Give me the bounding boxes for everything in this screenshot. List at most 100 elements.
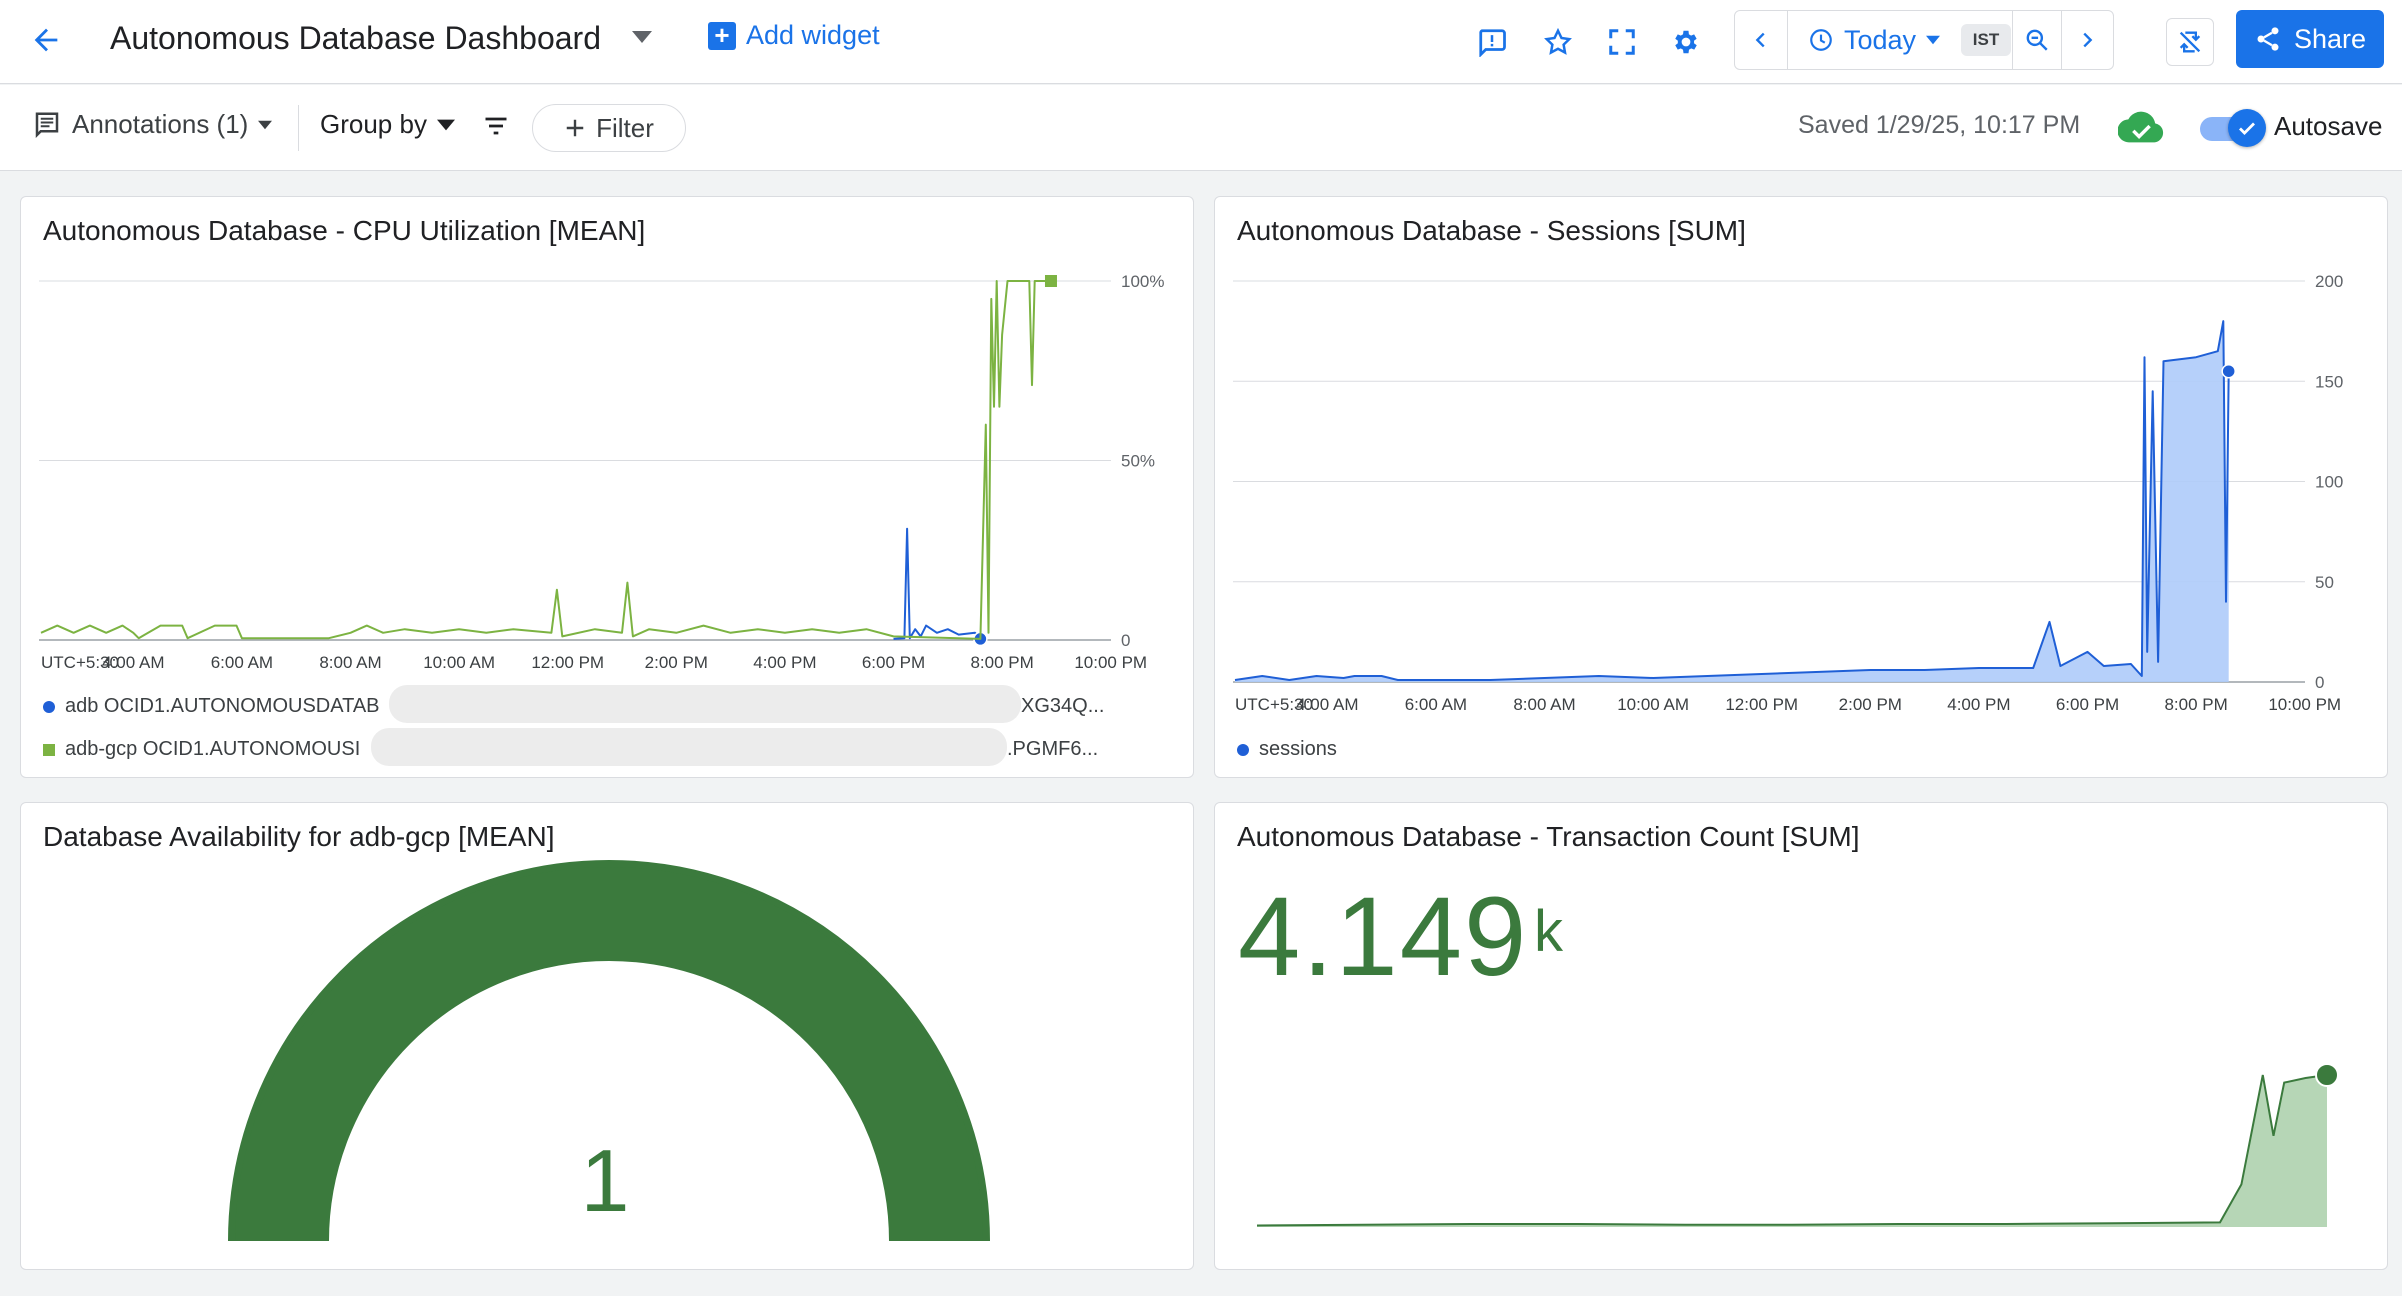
- sessions-area-chart[interactable]: 200 150 100 50 0 UTC+5:304:00 AM 6:00 AM 8:00 A…: [1215, 197, 2388, 778]
- time-range-group: Today IST: [1734, 10, 2114, 70]
- add-widget-label: Add widget: [746, 20, 880, 50]
- legend-label: adb OCID1.AUTONOMOUSDATAB: [65, 695, 380, 717]
- y-tick-label: 150: [2315, 372, 2343, 391]
- legend-marker: [43, 700, 55, 713]
- widget-title: Autonomous Database - Sessions [SUM]: [1237, 215, 1746, 246]
- legend-item-adb-gcp-suffix: .PGMF6...: [1007, 738, 1098, 761]
- star-button[interactable]: [1536, 20, 1580, 64]
- arrow-left-icon: [34, 28, 58, 52]
- time-prev-button[interactable]: [1735, 11, 1787, 69]
- share-label: Share: [2293, 23, 2367, 54]
- x-tick-label: 6:00 PM: [862, 653, 925, 672]
- add-widget-button[interactable]: + Add widget: [708, 20, 880, 51]
- scorecard-unit: k: [1534, 899, 1563, 964]
- series-end-marker: [2221, 363, 2236, 379]
- group-by-button[interactable]: Group by: [320, 109, 455, 140]
- legend-label-suffix: XG34Q...: [1021, 695, 1105, 717]
- scorecard-value: 4.149: [1238, 874, 1529, 999]
- top-app-bar: Autonomous Database Dashboard + Add widg…: [0, 0, 2402, 84]
- series-line: [893, 527, 982, 640]
- series-line: [1256, 1074, 2328, 1227]
- time-range-label: Today: [1843, 24, 1917, 55]
- filter-lines-button[interactable]: [482, 112, 510, 140]
- plus-icon: [566, 119, 584, 137]
- autosave-toggle[interactable]: [2200, 109, 2266, 147]
- cpu-line-chart[interactable]: 100% 50% 0 UTC+5:304:00 AM 6:00 AM 8:00 AM 10:…: [21, 197, 1194, 778]
- cpu-utilization-widget[interactable]: Autonomous Database - CPU Utilization [M…: [20, 196, 1194, 778]
- y-tick-label: 200: [2315, 272, 2343, 291]
- sync-toggle-button[interactable]: [2166, 18, 2214, 66]
- x-tick-label: 8:00 AM: [319, 653, 381, 672]
- availability-widget[interactable]: Database Availability for adb-gcp [MEAN]: [20, 802, 1194, 1270]
- gauge-value: 1: [580, 1131, 630, 1230]
- legend-item-adb-suffix: XG34Q...: [1021, 695, 1104, 718]
- series-area: [1257, 1075, 2327, 1227]
- gear-icon: [1675, 30, 1697, 54]
- saved-status: Saved 1/29/25, 10:17 PM: [1798, 111, 2081, 139]
- x-tick-label: 2:00 PM: [1839, 695, 1902, 714]
- legend-label: sessions: [1259, 738, 1337, 760]
- legend-item-adb[interactable]: adb OCID1.AUTONOMOUSDATAB: [43, 695, 380, 718]
- legend-item-adb-gcp[interactable]: adb-gcp OCID1.AUTONOMOUSI: [43, 738, 360, 761]
- back-button[interactable]: [24, 18, 68, 62]
- cloud-done-icon: [2117, 111, 2164, 143]
- dashboard-toolbar: Annotations (1) Group by Filter Saved 1/…: [0, 85, 2402, 171]
- zoom-out-button[interactable]: [2013, 11, 2061, 69]
- x-tick-label: 10:00 AM: [423, 653, 495, 672]
- redacted-region: [371, 728, 1007, 766]
- x-tick-label: 12:00 PM: [1725, 695, 1798, 714]
- series-line: [1234, 320, 2230, 681]
- series-end-marker: [2315, 1063, 2339, 1087]
- timezone-label: IST: [1960, 24, 2012, 56]
- x-tick-label: 4:00 PM: [753, 653, 816, 672]
- chevron-right-icon: [2083, 32, 2093, 48]
- transaction-count-widget[interactable]: Autonomous Database - Transaction Count …: [1214, 802, 2388, 1270]
- title-dropdown-button[interactable]: [632, 30, 652, 49]
- time-range-selector[interactable]: Today: [1788, 11, 1960, 69]
- timezone-chip[interactable]: IST: [1960, 11, 2012, 69]
- clock-icon: [1810, 29, 1832, 51]
- x-tick-label: 4:00 AM: [102, 653, 164, 672]
- caret-down-icon: [436, 119, 455, 130]
- check-icon: [2239, 122, 2255, 135]
- legend-label-suffix: .PGMF6...: [1007, 738, 1099, 760]
- y-tick-label: 0: [1121, 631, 1130, 650]
- y-tick-label: 0: [2315, 673, 2324, 692]
- widget-title: Autonomous Database - Transaction Count …: [1237, 821, 1860, 852]
- gauge-fill-arc: [235, 867, 983, 1242]
- share-icon: [2257, 27, 2279, 51]
- filter-list-icon: [485, 117, 507, 135]
- dashboard-title: Autonomous Database Dashboard: [110, 20, 601, 56]
- time-next-button[interactable]: [2062, 11, 2112, 69]
- settings-button[interactable]: [1664, 20, 1708, 64]
- caret-down-icon: [258, 120, 273, 129]
- x-tick-label: 4:00 AM: [1296, 695, 1358, 714]
- sessions-widget[interactable]: Autonomous Database - Sessions [SUM] 200…: [1214, 196, 2388, 778]
- caret-down-icon: [632, 31, 652, 43]
- x-tick-label: 6:00 AM: [1405, 695, 1467, 714]
- x-tick-label: 10:00 PM: [1074, 653, 1147, 672]
- legend-item-sessions[interactable]: sessions: [1237, 738, 1337, 761]
- feedback-button[interactable]: [1470, 20, 1514, 64]
- caret-down-icon: [1926, 35, 1941, 45]
- transaction-sparkline: [1256, 1063, 2339, 1227]
- share-button[interactable]: Share: [2236, 10, 2384, 68]
- toggle-knob: [2228, 109, 2266, 147]
- group-by-label: Group by: [320, 109, 427, 139]
- redacted-region: [389, 685, 1021, 723]
- y-tick-label: 100: [2315, 473, 2343, 492]
- add-box-icon: +: [708, 21, 736, 50]
- add-filter-chip[interactable]: Filter: [532, 104, 686, 152]
- x-tick-label: 8:00 PM: [2164, 695, 2227, 714]
- chevron-left-icon: [1755, 32, 1765, 48]
- toolbar-divider: [298, 105, 299, 151]
- fullscreen-icon: [1609, 29, 1635, 55]
- x-tick-label: UTC+5:30: [1235, 695, 1313, 714]
- x-tick-label: UTC+5:30: [41, 653, 119, 672]
- x-tick-label: 6:00 AM: [211, 653, 273, 672]
- annotations-label: Annotations (1): [72, 109, 249, 139]
- legend-label: adb-gcp OCID1.AUTONOMOUSI: [65, 738, 361, 760]
- annotations-button[interactable]: Annotations (1): [32, 109, 273, 140]
- fullscreen-button[interactable]: [1600, 20, 1644, 64]
- series-area: [1235, 321, 2229, 682]
